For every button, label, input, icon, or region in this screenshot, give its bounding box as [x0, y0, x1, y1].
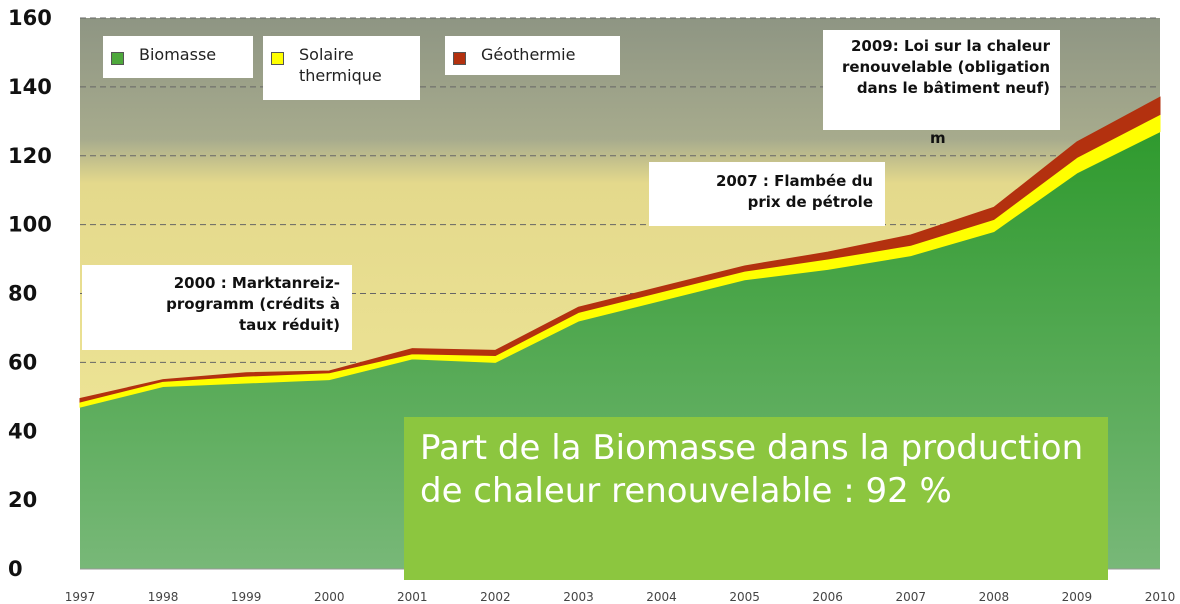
- annotation: 2009: Loi sur la chaleur renouvelable (o…: [823, 30, 1060, 130]
- legend-swatch: [111, 52, 124, 65]
- legend-label: Solaire thermique: [299, 45, 382, 85]
- x-tick-label: 1999: [231, 590, 262, 604]
- x-tick-label: 2007: [895, 590, 926, 604]
- y-tick-label: 80: [8, 282, 37, 306]
- x-tick-label: 2004: [646, 590, 677, 604]
- y-tick-label: 100: [8, 213, 52, 237]
- y-tick-label: 0: [8, 557, 23, 581]
- legend-label: Biomasse: [139, 45, 216, 64]
- y-tick-label: 140: [8, 75, 52, 99]
- legend-item: Géothermie: [445, 36, 620, 75]
- x-tick-label: 2006: [812, 590, 843, 604]
- x-tick-label: 2008: [979, 590, 1010, 604]
- x-tick-label: 2003: [563, 590, 594, 604]
- x-tick-label: 2005: [729, 590, 760, 604]
- legend-item: Solaire thermique: [263, 36, 420, 100]
- x-tick-label: 2000: [314, 590, 345, 604]
- y-tick-label: 20: [8, 488, 37, 512]
- y-tick-label: 120: [8, 144, 52, 168]
- y-tick-label: 60: [8, 350, 37, 374]
- y-tick-label: 40: [8, 419, 37, 443]
- annotation: m: [930, 128, 960, 148]
- annotation: 2007 : Flambée du prix de pétrole: [649, 162, 885, 226]
- legend-item: Biomasse: [103, 36, 253, 78]
- chart: 0 20 40 60 80 100 120 140 160 1997 1998 1999 2000 200…: [0, 0, 1180, 604]
- x-tick-label: 1998: [148, 590, 179, 604]
- legend-swatch: [271, 52, 284, 65]
- annotation: 2000 : Marktanreiz-programm (crédits à t…: [82, 265, 352, 350]
- y-tick-label: 160: [8, 6, 52, 30]
- x-tick-label: 2001: [397, 590, 428, 604]
- highlight-box: Part de la Biomasse dans la production d…: [404, 417, 1108, 580]
- legend-label: Géothermie: [481, 45, 575, 64]
- x-tick-label: 2010: [1145, 590, 1176, 604]
- x-tick-label: 2009: [1062, 590, 1093, 604]
- x-tick-label: 2002: [480, 590, 511, 604]
- x-tick-label: 1997: [65, 590, 96, 604]
- legend-swatch: [453, 52, 466, 65]
